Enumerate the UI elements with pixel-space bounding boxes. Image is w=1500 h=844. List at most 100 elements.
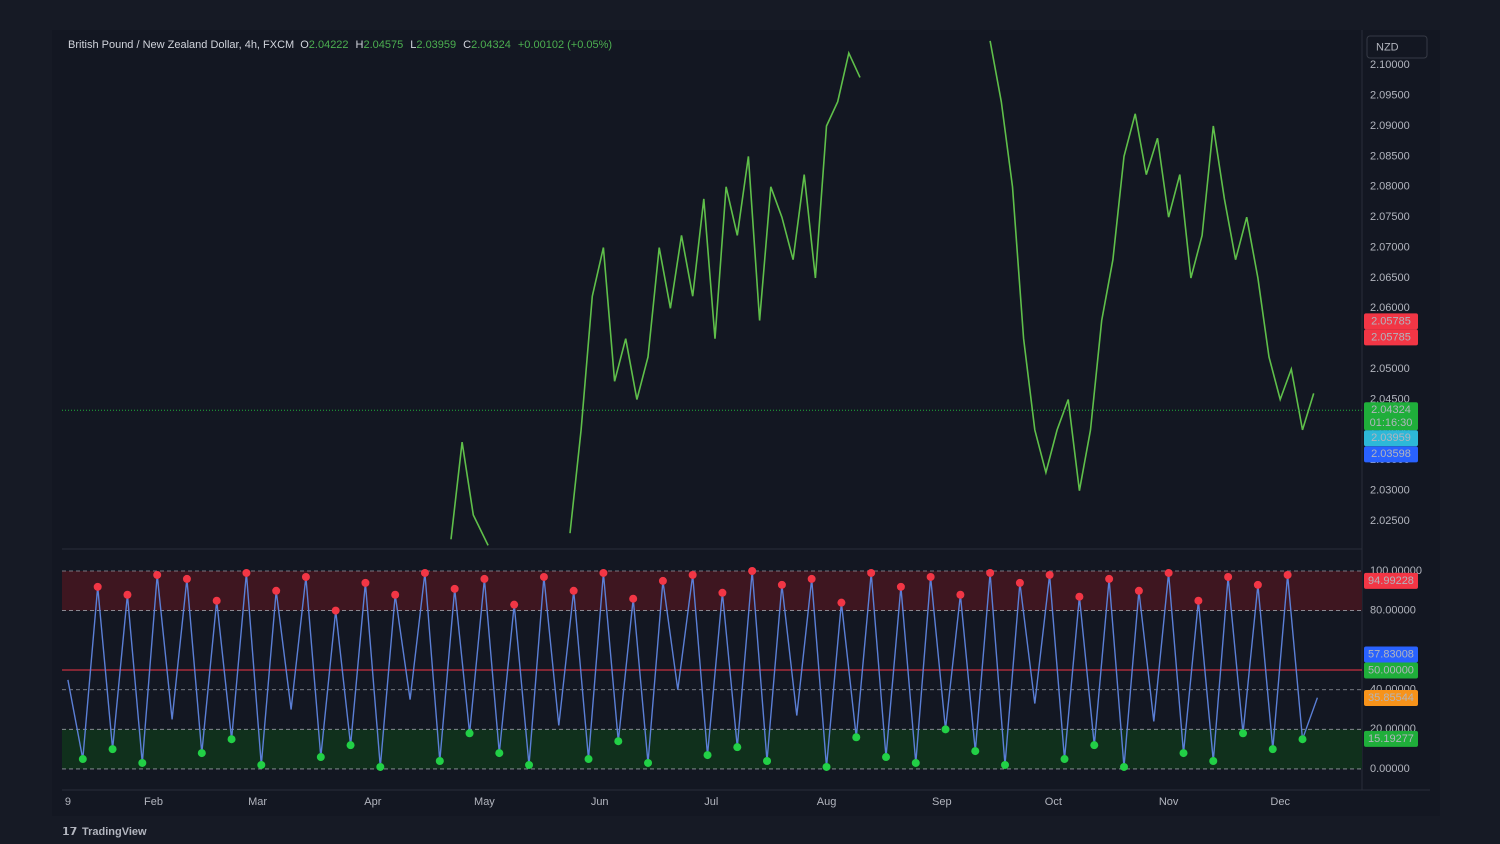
- brand-icon: 𝟭𝟳: [62, 826, 77, 838]
- trough-dot: [227, 735, 236, 744]
- peak-dot: [1224, 572, 1233, 581]
- peak-dot: [1283, 570, 1292, 579]
- price-tag: [1364, 313, 1418, 330]
- currency-button[interactable]: [1366, 35, 1428, 59]
- ohlc-value: 2.03959: [416, 39, 456, 51]
- x-tick-label: Aug: [817, 796, 837, 808]
- price-tag: [1364, 446, 1418, 463]
- peak-dot: [361, 578, 370, 587]
- peak-dot: [123, 590, 132, 599]
- peak-dot: [926, 572, 935, 581]
- ohlc-value: 2.04575: [364, 39, 404, 51]
- x-tick-label: Oct: [1045, 796, 1062, 808]
- ohlc-key: O: [300, 39, 309, 51]
- x-tick-label: Dec: [1270, 796, 1290, 808]
- chart-panel: [52, 30, 1440, 816]
- peak-dot: [748, 567, 757, 575]
- trough-dot: [316, 753, 325, 762]
- trough-dot: [376, 762, 385, 771]
- trough-dot: [1120, 762, 1129, 771]
- price-change: +0.00102 (+0.05%): [518, 39, 612, 51]
- peak-dot: [688, 570, 697, 579]
- y-tick-label: 2.09000: [1370, 120, 1410, 132]
- trough-dot: [1090, 741, 1099, 750]
- trough-dot: [763, 757, 772, 765]
- trough-dot: [435, 757, 444, 765]
- trough-dot: [822, 762, 831, 771]
- x-tick-label: Jul: [704, 796, 718, 808]
- peak-dot: [658, 576, 667, 585]
- price-tag-label: 50.00000: [1368, 664, 1414, 676]
- price-tag: [1364, 402, 1418, 431]
- trough-dot: [614, 737, 623, 746]
- x-tick-label: Jun: [591, 796, 609, 808]
- trough-dot: [138, 758, 147, 767]
- trough-dot: [852, 733, 861, 742]
- x-tick-label: May: [474, 796, 495, 808]
- trough-dot: [941, 725, 950, 734]
- price-line: [450, 441, 489, 546]
- price-tag-label: 2.05785: [1371, 315, 1411, 327]
- trough-dot: [1001, 760, 1010, 769]
- peak-dot: [1075, 592, 1084, 601]
- peak-dot: [1045, 570, 1054, 579]
- zone-band: [62, 729, 1362, 769]
- y-tick-label: 2.08000: [1370, 181, 1410, 193]
- trough-dot: [733, 743, 742, 752]
- y-tick-label: 2.02500: [1370, 515, 1410, 527]
- peak-dot: [182, 574, 191, 583]
- peak-dot: [510, 600, 519, 609]
- price-line: [989, 40, 1315, 491]
- peak-dot: [837, 598, 846, 607]
- y-tick-label: 2.06000: [1370, 302, 1410, 314]
- trough-dot: [465, 729, 474, 738]
- peak-dot: [718, 588, 727, 597]
- price-tag-label: 57.83008: [1368, 648, 1414, 660]
- y-tick-label: 2.08500: [1370, 150, 1410, 162]
- peak-dot: [480, 574, 489, 583]
- x-tick-label: 9: [65, 796, 71, 808]
- trough-dot: [108, 745, 117, 754]
- trough-dot: [1298, 735, 1307, 744]
- trough-dot: [703, 751, 712, 760]
- x-tick-label: Mar: [248, 796, 267, 808]
- ohlc-value: 2.04324: [471, 39, 511, 51]
- price-tag: [1364, 572, 1418, 589]
- ohlc-key: L: [410, 39, 416, 51]
- trough-dot: [525, 760, 534, 769]
- x-tick-label: Nov: [1159, 796, 1179, 808]
- y-tick-label: 2.07500: [1370, 211, 1410, 223]
- peak-dot: [986, 568, 995, 577]
- peak-dot: [212, 596, 221, 605]
- ohlc-key: C: [463, 39, 471, 51]
- y-tick-label: 2.06500: [1370, 272, 1410, 284]
- trough-dot: [1239, 729, 1248, 738]
- trough-dot: [584, 755, 593, 764]
- price-tag-label: 15.19277: [1368, 733, 1414, 745]
- peak-dot: [599, 568, 608, 577]
- symbol-header: British Pound / New Zealand Dollar, 4h, …: [68, 39, 612, 51]
- currency-label: NZD: [1376, 41, 1399, 53]
- y-tick-label: 2.07000: [1370, 241, 1410, 253]
- price-tag: [1364, 646, 1418, 663]
- price-line: [569, 50, 861, 534]
- peak-dot: [242, 568, 251, 577]
- y-tick-label: 2.09500: [1370, 90, 1410, 102]
- countdown-label: 01:16:30: [1370, 417, 1413, 429]
- brand-logo: TradingView: [82, 826, 147, 838]
- trough-dot: [257, 760, 266, 769]
- peak-dot: [153, 570, 162, 579]
- peak-dot: [1253, 580, 1262, 589]
- peak-dot: [867, 568, 876, 577]
- price-tag: [1364, 730, 1418, 747]
- symbol-title: British Pound / New Zealand Dollar, 4h, …: [68, 39, 294, 51]
- peak-dot: [1105, 574, 1114, 583]
- price-tag: [1364, 689, 1418, 706]
- price-tag-label: 2.03959: [1371, 432, 1411, 444]
- peak-dot: [539, 572, 548, 581]
- trough-dot: [78, 755, 87, 764]
- peak-dot: [1015, 578, 1024, 587]
- trough-dot: [346, 741, 355, 750]
- peak-dot: [391, 590, 400, 599]
